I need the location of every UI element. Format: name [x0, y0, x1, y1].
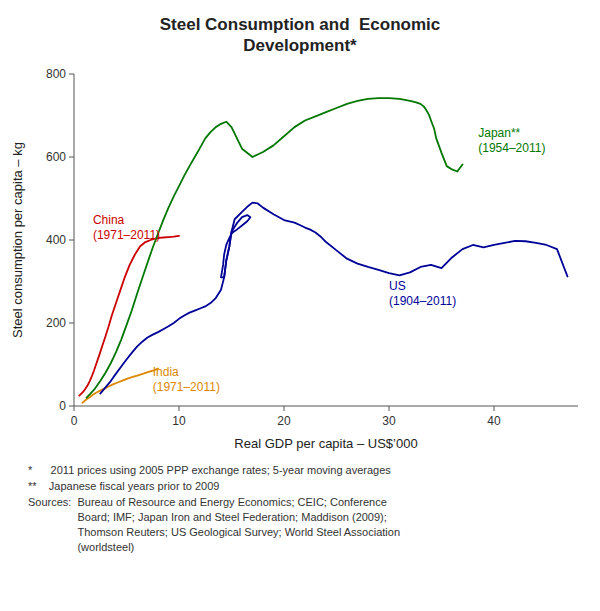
y-tick [69, 74, 74, 75]
y-tick [69, 240, 74, 241]
curve-label: China(1971–2011) [93, 213, 160, 242]
series-line [221, 215, 250, 277]
text-line: Development* [243, 36, 357, 55]
text-line: Board; IMF; Japan Iron and Steel Federat… [77, 511, 386, 523]
text-line: Thomson Reuters; US Geological Survey; W… [77, 526, 400, 538]
x-tick [179, 406, 180, 411]
y-tick-label: 400 [46, 233, 66, 247]
series-line [87, 98, 463, 398]
x-tick [74, 406, 75, 411]
x-tick-label: 20 [277, 414, 291, 428]
text-line: India [153, 365, 179, 379]
x-tick-label: 10 [172, 414, 186, 428]
text-line: Steel Consumption and Economic [160, 15, 441, 34]
text-line: China [93, 213, 125, 227]
text-line: (worldsteel) [77, 541, 134, 553]
x-tick [494, 406, 495, 411]
text-line: (1971–2011) [93, 228, 160, 242]
footnote: * 2011 prices using 2005 PPP exchange ra… [28, 464, 391, 476]
series-line [82, 369, 158, 403]
y-tick-label: 600 [46, 150, 66, 164]
curve-label: India(1971–2011) [153, 365, 220, 394]
sources-text: Bureau of Resource and Energy Economics;… [77, 496, 400, 553]
y-tick-label: 0 [59, 399, 66, 413]
x-tick-label: 30 [382, 414, 396, 428]
curve-label: Japan**(1954–2011) [478, 126, 545, 155]
sources-label: Sources: [28, 496, 71, 508]
curve-label: US(1904–2011) [389, 279, 456, 308]
chart: Steel Consumption and Economic Developmen… [0, 0, 600, 611]
text-line: (1971–2011) [153, 380, 220, 394]
x-tick [284, 406, 285, 411]
y-axis-label: Steel consumption per capita – kg [10, 142, 25, 338]
series-line [100, 203, 567, 394]
title: Steel Consumption and Economic Developmen… [160, 15, 441, 55]
plot-area [79, 98, 567, 403]
text-line: US [389, 279, 406, 293]
x-axis-line [74, 406, 578, 407]
footnote: ** Japanese fiscal years prior to 2009 [28, 480, 219, 492]
y-tick-label: 800 [46, 67, 66, 81]
y-tick [69, 406, 74, 407]
x-tick [389, 406, 390, 411]
y-tick-label: 200 [46, 316, 66, 330]
x-tick-label: 0 [71, 414, 78, 428]
text-line: Bureau of Resource and Energy Economics;… [77, 496, 386, 508]
x-axis-label: Real GDP per capita – US$’000 [234, 436, 417, 451]
text-line: Japan** [478, 126, 520, 140]
text-line: (1904–2011) [389, 294, 456, 308]
y-tick [69, 323, 74, 324]
x-tick-label: 40 [487, 414, 501, 428]
text-line: (1954–2011) [478, 141, 545, 155]
y-tick [69, 157, 74, 158]
